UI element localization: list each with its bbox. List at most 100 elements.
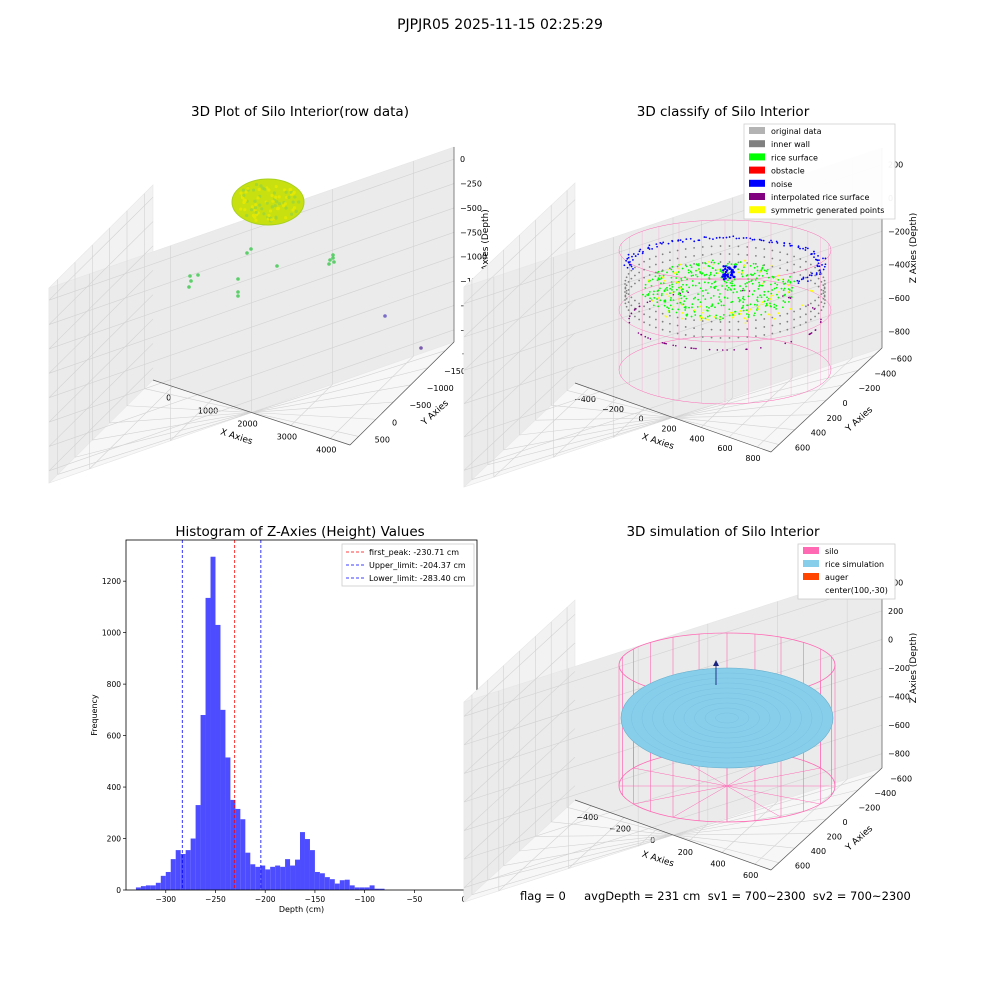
rice-surface-point — [656, 279, 659, 282]
rice-surface-point — [717, 302, 720, 305]
symmetric-point — [759, 270, 761, 273]
classify-legend-swatch — [749, 166, 765, 174]
inner-wall-point — [719, 253, 722, 255]
rice-surface-point — [717, 262, 720, 265]
raw-grid-x — [170, 399, 213, 441]
rice-surface-contour — [652, 682, 802, 754]
symmetric-point — [667, 310, 669, 313]
interpolated-point — [649, 300, 651, 303]
inner-wall-point — [793, 318, 796, 321]
rice-surface-point — [692, 284, 694, 287]
classify-legend-label: noise — [771, 180, 792, 189]
inner-wall-point — [669, 314, 671, 317]
raw-surface-point — [267, 188, 271, 192]
rice-surface-point — [708, 274, 711, 277]
histogram-bar — [230, 799, 236, 890]
rice-surface-point — [722, 271, 725, 274]
noise-point — [722, 236, 725, 239]
inner-wall-point — [719, 329, 722, 331]
raw-surface-point — [251, 213, 256, 218]
noise-point — [685, 238, 688, 241]
raw-data-point — [249, 247, 253, 251]
rice-surface-point — [787, 280, 789, 283]
rice-surface-point — [760, 284, 763, 287]
histogram-bar — [245, 852, 251, 890]
inner-wall-point — [693, 262, 695, 265]
histogram-y-tick-label: 0 — [116, 886, 121, 895]
noise-point — [627, 253, 630, 256]
rice-surface-point — [690, 266, 693, 269]
rice-surface-point — [670, 276, 673, 279]
noise-point — [734, 265, 737, 268]
inner-wall-point — [701, 254, 704, 256]
inner-wall-point — [771, 257, 774, 260]
rice-surface-point — [666, 286, 668, 289]
rice-surface-point — [707, 265, 710, 267]
simulation-legend-swatch — [803, 560, 819, 567]
rice-surface-point — [739, 299, 741, 302]
rice-surface-point — [790, 290, 793, 292]
histogram-bar — [339, 880, 345, 890]
rice-surface-point — [757, 287, 760, 290]
rice-surface-point — [679, 301, 682, 304]
simulation-z-tick-label: 200 — [888, 607, 903, 616]
inner-wall-point — [746, 328, 749, 330]
interpolated-point — [787, 296, 790, 299]
rice-surface-point — [741, 297, 744, 300]
noise-point — [632, 259, 634, 261]
rice-surface-point — [766, 272, 769, 275]
rice-surface-point — [725, 281, 728, 284]
rice-surface-point — [738, 313, 741, 315]
noise-point — [802, 276, 805, 279]
inner-wall-point — [763, 334, 766, 336]
inner-wall-point — [799, 308, 802, 310]
classify-x-axis-label: X Axies — [640, 432, 675, 452]
raw-surface-point — [294, 209, 298, 213]
raw-grid-z — [48, 256, 455, 398]
interpolated-point — [789, 297, 792, 299]
histogram-bar — [180, 853, 186, 890]
rice-surface-point — [733, 284, 736, 287]
rice-surface-point — [703, 281, 706, 284]
rice-surface-point — [748, 281, 750, 283]
noise-point — [681, 240, 684, 243]
rice-surface-point — [728, 314, 731, 317]
symmetric-point — [757, 308, 759, 311]
noise-point — [629, 264, 632, 266]
rice-surface-point — [728, 308, 731, 311]
rice-surface-point — [722, 313, 725, 316]
rice-surface-point — [652, 293, 655, 296]
inner-wall-point — [654, 318, 657, 321]
raw-outlier-point — [383, 314, 387, 318]
interpolated-point — [819, 321, 822, 323]
rice-surface-point — [742, 295, 745, 298]
inner-wall-point — [799, 274, 802, 276]
raw-surface-point — [274, 216, 278, 220]
rice-surface-point — [777, 279, 780, 281]
inner-wall-point — [824, 299, 826, 301]
rice-surface-point — [773, 287, 776, 290]
inner-wall-point — [643, 321, 645, 324]
interpolated-point — [679, 292, 682, 295]
inner-wall-point — [654, 310, 657, 313]
raw-surface-point — [270, 193, 274, 198]
raw-surface-point — [287, 195, 291, 199]
rice-surface-point — [706, 309, 709, 312]
noise-point — [783, 244, 785, 247]
symmetric-point — [787, 284, 790, 287]
histogram-x-axis-label: Depth (cm) — [279, 905, 324, 914]
rice-surface-point — [730, 284, 733, 287]
histogram-bar — [250, 864, 256, 890]
rice-surface-point — [723, 296, 726, 299]
classify-z-tick-label: −400 — [888, 261, 910, 270]
rice-surface-point — [685, 297, 688, 300]
simulation-z-tick-label: −400 — [888, 693, 910, 702]
rice-surface-point — [739, 285, 741, 287]
rice-surface-point — [741, 269, 744, 272]
rice-surface-point — [677, 293, 680, 296]
rice-surface-point — [784, 282, 787, 285]
symmetric-point — [767, 313, 770, 316]
raw-surface-point — [242, 200, 246, 205]
rice-surface-point — [732, 291, 735, 294]
rice-surface-point — [763, 269, 766, 272]
